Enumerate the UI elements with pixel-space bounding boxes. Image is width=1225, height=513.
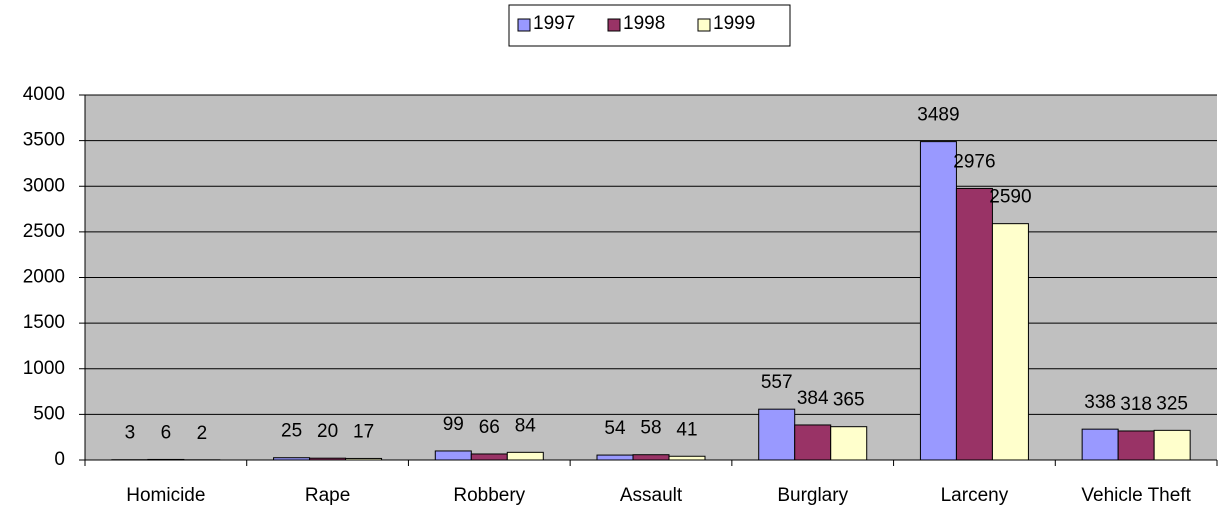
y-tick-label: 3500 — [23, 130, 65, 151]
bar — [758, 408, 796, 461]
x-tick-label: Burglary — [777, 485, 848, 506]
bar — [470, 453, 508, 461]
data-label: 325 — [1156, 393, 1188, 414]
data-label: 20 — [317, 421, 338, 442]
x-tick-label: Assault — [620, 485, 683, 506]
bar — [596, 454, 634, 461]
bar — [1117, 430, 1155, 461]
y-tick-label: 500 — [33, 403, 65, 424]
data-label: 17 — [353, 421, 374, 442]
data-label: 318 — [1120, 394, 1152, 415]
x-tick-label: Vehicle Theft — [1081, 485, 1191, 506]
legend-swatch — [517, 18, 531, 32]
bar — [1153, 429, 1191, 461]
legend-box — [508, 4, 791, 47]
data-label: 58 — [640, 418, 661, 439]
y-tick-label: 2000 — [23, 267, 65, 288]
bar — [506, 451, 544, 461]
data-label: 2590 — [989, 187, 1031, 208]
bar — [1081, 428, 1119, 461]
bar — [955, 187, 993, 461]
data-label: 6 — [161, 422, 172, 443]
bar — [345, 457, 383, 461]
legend-swatch — [697, 18, 711, 32]
x-tick-label: Homicide — [126, 485, 205, 506]
bar — [309, 457, 347, 461]
y-tick-label: 0 — [54, 449, 65, 470]
x-tick-label: Robbery — [453, 485, 525, 506]
data-label: 2976 — [953, 151, 995, 172]
bar — [830, 426, 868, 461]
bar — [434, 450, 472, 461]
bar — [147, 458, 185, 461]
data-label: 66 — [479, 417, 500, 438]
legend-label: 1997 — [533, 13, 575, 34]
legend-swatch — [607, 18, 621, 32]
legend-label: 1999 — [713, 13, 755, 34]
bar — [273, 457, 311, 461]
bar — [794, 424, 832, 461]
y-tick-label: 4000 — [23, 84, 65, 105]
data-label: 365 — [833, 390, 865, 411]
data-label: 2 — [197, 423, 208, 444]
data-label: 3489 — [917, 105, 959, 126]
bar — [632, 454, 670, 461]
data-label: 384 — [797, 388, 829, 409]
legend-label: 1998 — [623, 13, 665, 34]
data-label: 3 — [125, 423, 136, 444]
y-tick-label: 1000 — [23, 358, 65, 379]
data-label: 338 — [1084, 392, 1116, 413]
x-tick-label: Larceny — [941, 485, 1009, 506]
y-tick-label: 2500 — [23, 221, 65, 242]
data-label: 84 — [515, 415, 537, 436]
data-label: 557 — [761, 372, 793, 393]
data-label: 41 — [676, 419, 697, 440]
bar — [991, 223, 1029, 461]
x-tick-label: Rape — [305, 485, 350, 506]
data-label: 99 — [443, 414, 464, 435]
data-label: 25 — [281, 421, 302, 442]
data-label: 54 — [604, 418, 626, 439]
y-tick-label: 3000 — [23, 175, 65, 196]
bar — [668, 455, 706, 461]
y-tick-label: 1500 — [23, 312, 65, 333]
bar — [919, 141, 957, 461]
